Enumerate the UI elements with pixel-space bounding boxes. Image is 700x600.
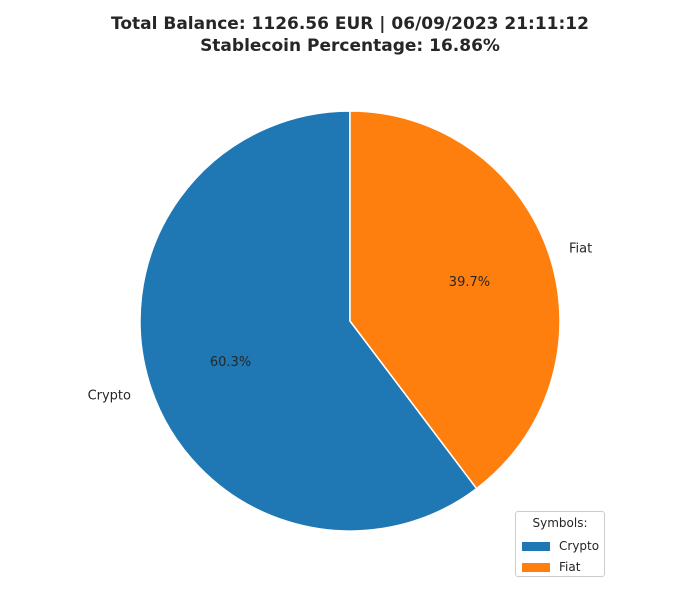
legend-entry-fiat: Fiat	[522, 558, 580, 576]
slice-percent-crypto: 60.3%	[210, 355, 251, 370]
legend-label-fiat: Fiat	[559, 560, 581, 574]
pie-slice-crypto	[139, 110, 478, 532]
legend-swatch-crypto	[522, 541, 550, 551]
legend: Symbols: Crypto Fiat	[515, 511, 605, 577]
slice-label-crypto: Crypto	[88, 388, 131, 403]
legend-label-crypto: Crypto	[559, 539, 600, 553]
legend-swatch-fiat	[522, 562, 550, 572]
legend-entry-crypto: Crypto	[522, 537, 599, 555]
legend-title: Symbols:	[532, 516, 588, 530]
pie-slice-fiat	[349, 110, 561, 490]
chart-title-line-1: Total Balance: 1126.56 EUR | 06/09/2023 …	[111, 14, 589, 34]
slice-label-fiat: Fiat	[569, 242, 592, 257]
slice-percent-fiat: 39.7%	[449, 275, 490, 290]
chart-title-line-2: Stablecoin Percentage: 16.86%	[200, 36, 500, 56]
pie-labels: Crypto 60.3% Fiat 39.7%	[88, 242, 593, 404]
pie-slices	[139, 110, 561, 532]
